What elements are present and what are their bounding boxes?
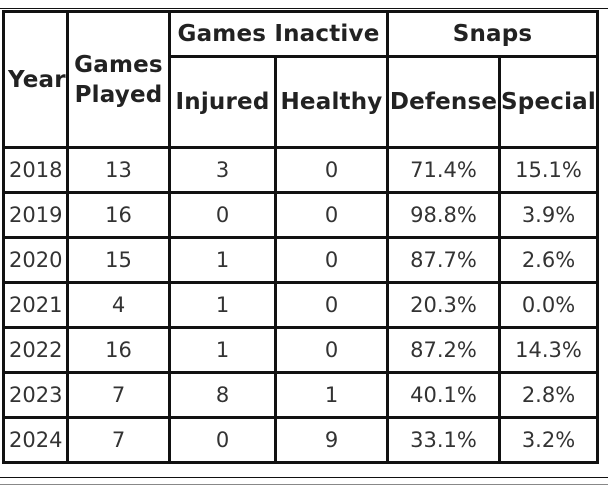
cell-healthy: 0 <box>274 191 389 239</box>
cell-special: 0.0% <box>498 281 599 329</box>
cell-healthy: 0 <box>274 236 389 284</box>
cell-year: 2021 <box>2 281 69 329</box>
cell-injured: 1 <box>168 281 277 329</box>
cell-special: 3.2% <box>498 416 599 464</box>
table-row: 2022 16 1 0 87.2% 14.3% <box>2 326 599 374</box>
cell-played: 7 <box>66 416 171 464</box>
cell-healthy: 0 <box>274 281 389 329</box>
header-games-played: Games Played <box>66 10 171 149</box>
bottom-divider <box>0 484 608 485</box>
header-snaps: Snaps <box>386 10 599 58</box>
stats-table: Year Games Played Games Inactive Snaps I… <box>2 10 599 464</box>
header-games-inactive: Games Inactive <box>168 10 389 58</box>
cell-injured: 3 <box>168 146 277 194</box>
cell-defense: 87.2% <box>386 326 501 374</box>
cell-defense: 98.8% <box>386 191 501 239</box>
table-row: 2018 13 3 0 71.4% 15.1% <box>2 146 599 194</box>
cell-special: 14.3% <box>498 326 599 374</box>
cell-special: 15.1% <box>498 146 599 194</box>
header-defense: Defense <box>386 55 501 149</box>
cell-played: 16 <box>66 191 171 239</box>
cell-defense: 87.7% <box>386 236 501 284</box>
cell-defense: 33.1% <box>386 416 501 464</box>
cell-special: 2.8% <box>498 371 599 419</box>
cell-played: 4 <box>66 281 171 329</box>
cell-defense: 20.3% <box>386 281 501 329</box>
header-healthy: Healthy <box>274 55 389 149</box>
cell-healthy: 9 <box>274 416 389 464</box>
cell-year: 2020 <box>2 236 69 284</box>
header-row-top: Year Games Played Games Inactive Snaps <box>2 10 599 149</box>
cell-healthy: 0 <box>274 326 389 374</box>
cell-year: 2018 <box>2 146 69 194</box>
cell-year: 2019 <box>2 191 69 239</box>
header-year: Year <box>2 10 69 149</box>
table-frame <box>0 8 608 478</box>
cell-defense: 40.1% <box>386 371 501 419</box>
cell-healthy: 1 <box>274 371 389 419</box>
cell-injured: 0 <box>168 416 277 464</box>
cell-healthy: 0 <box>274 146 389 194</box>
table-row: 2021 4 1 0 20.3% 0.0% <box>2 281 599 329</box>
header-row-sub: Injured Healthy Defense Special <box>4 55 599 149</box>
table-row: 2020 15 1 0 87.7% 2.6% <box>2 236 599 284</box>
cell-special: 2.6% <box>498 236 599 284</box>
cell-year: 2022 <box>2 326 69 374</box>
header-games-played-line1: Games <box>74 51 163 78</box>
table-row: 2019 16 0 0 98.8% 3.9% <box>2 191 599 239</box>
cell-injured: 0 <box>168 191 277 239</box>
table-row: 2023 7 8 1 40.1% 2.8% <box>2 371 599 419</box>
cell-played: 15 <box>66 236 171 284</box>
cell-played: 16 <box>66 326 171 374</box>
cell-played: 13 <box>66 146 171 194</box>
cell-injured: 8 <box>168 371 277 419</box>
cell-year: 2023 <box>2 371 69 419</box>
header-injured: Injured <box>168 55 277 149</box>
cell-played: 7 <box>66 371 171 419</box>
cell-defense: 71.4% <box>386 146 501 194</box>
cell-injured: 1 <box>168 326 277 374</box>
header-games-played-line2: Played <box>74 81 163 108</box>
table-row: 2024 7 0 9 33.1% 3.2% <box>2 416 599 464</box>
cell-injured: 1 <box>168 236 277 284</box>
cell-year: 2024 <box>2 416 69 464</box>
header-special: Special <box>498 55 599 149</box>
cell-special: 3.9% <box>498 191 599 239</box>
